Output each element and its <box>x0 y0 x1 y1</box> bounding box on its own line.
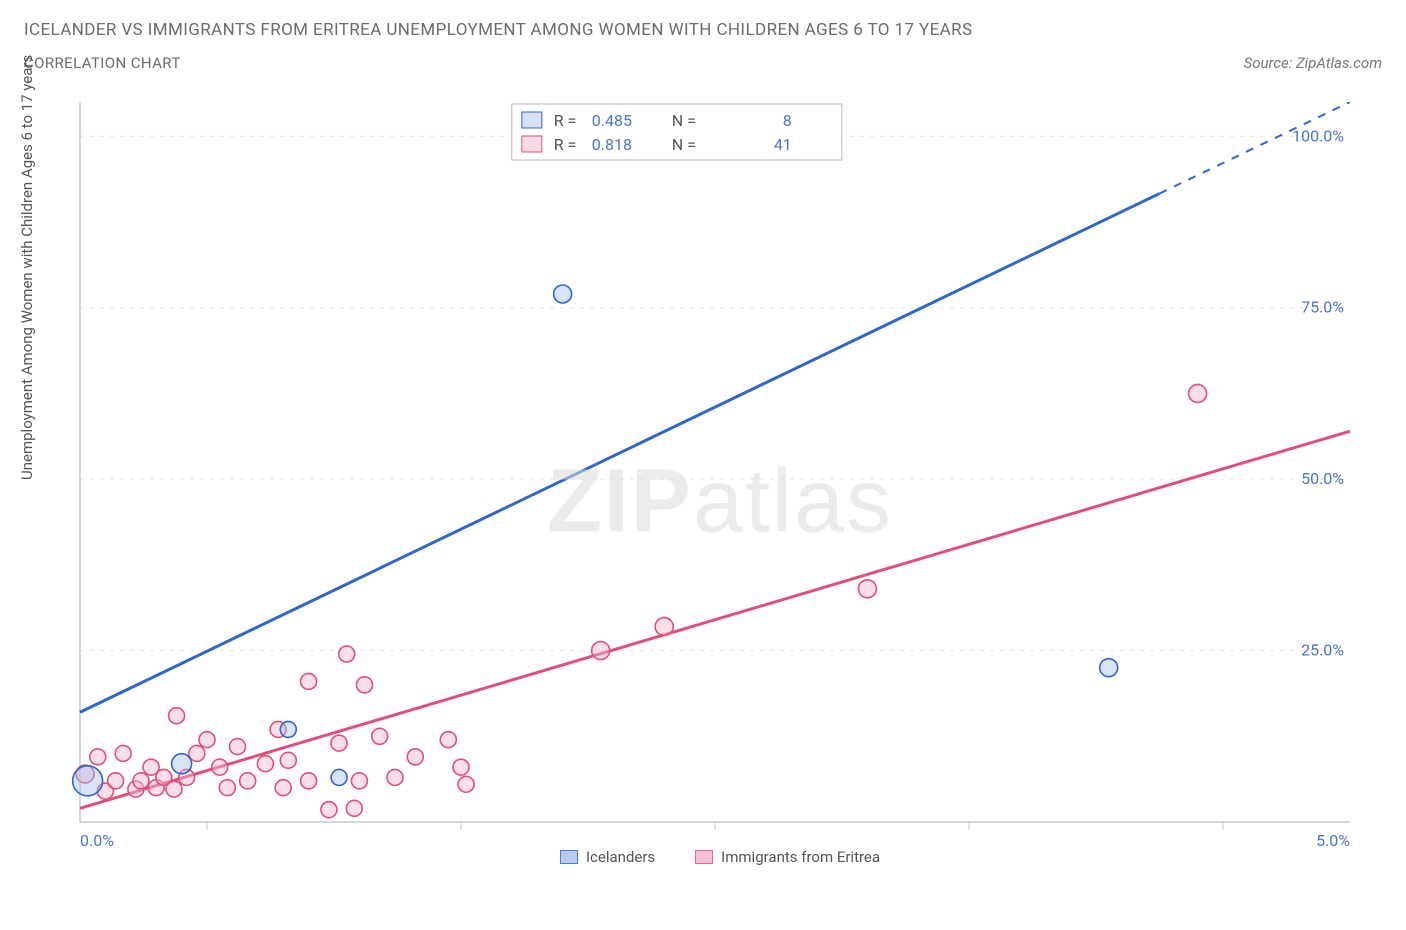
svg-text:75.0%: 75.0% <box>1301 298 1344 317</box>
source-label: Source: ZipAtlas.com <box>1244 54 1382 72</box>
svg-text:0.818: 0.818 <box>592 135 632 154</box>
svg-text:N =: N = <box>672 111 696 130</box>
legend-label: Immigrants from Eritrea <box>721 848 880 866</box>
chart-area: ZIPatlas 25.0%50.0%75.0%100.0%0.0%5.0%R … <box>70 102 1370 872</box>
svg-text:R =: R = <box>554 135 577 154</box>
svg-text:50.0%: 50.0% <box>1301 469 1344 488</box>
y-axis-label: Unemployment Among Women with Children A… <box>18 55 36 480</box>
legend-item-a: Icelanders <box>560 848 655 866</box>
svg-text:8: 8 <box>783 111 792 130</box>
chart-subtitle: CORRELATION CHART <box>24 54 181 72</box>
svg-text:0.485: 0.485 <box>592 111 632 130</box>
swatch-icon <box>560 850 578 864</box>
legend-bottom: Icelanders Immigrants from Eritrea <box>70 848 1370 866</box>
swatch-icon <box>695 850 713 864</box>
svg-text:N =: N = <box>672 135 696 154</box>
legend-label: Icelanders <box>586 848 655 866</box>
scatter-plot: 25.0%50.0%75.0%100.0%0.0%5.0%R =0.485N =… <box>70 102 1370 872</box>
chart-title: ICELANDER VS IMMIGRANTS FROM ERITREA UNE… <box>24 20 1382 40</box>
svg-text:R =: R = <box>554 111 577 130</box>
svg-text:41: 41 <box>774 135 792 154</box>
svg-text:25.0%: 25.0% <box>1301 641 1344 660</box>
svg-text:100.0%: 100.0% <box>1292 126 1344 145</box>
legend-item-b: Immigrants from Eritrea <box>695 848 880 866</box>
